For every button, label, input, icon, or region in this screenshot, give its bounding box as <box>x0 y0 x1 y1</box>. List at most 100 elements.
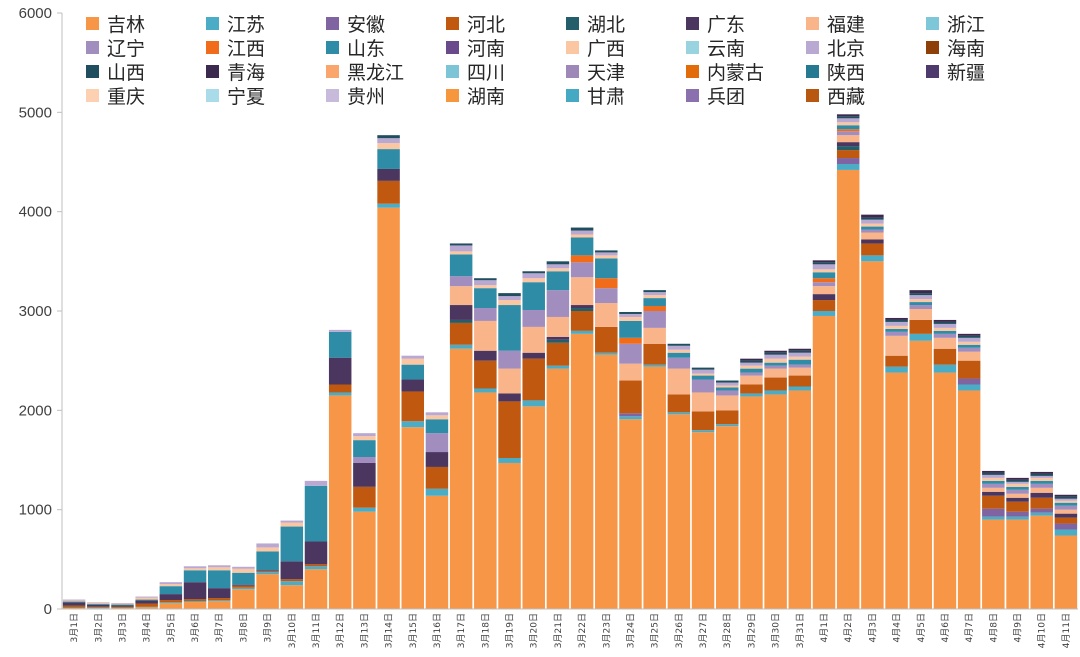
x-tick-label: 4月11日 <box>1061 613 1072 648</box>
bar-segment <box>740 384 763 394</box>
x-tick-label: 3月3日 <box>117 613 128 642</box>
bar-segment <box>812 272 836 279</box>
bar-stack <box>643 290 666 609</box>
bar-stack <box>207 565 231 609</box>
bar-segment <box>111 606 134 608</box>
bar-segment <box>425 412 449 416</box>
bar-segment <box>715 395 739 411</box>
bar-segment <box>377 135 400 139</box>
bar-segment <box>546 271 570 291</box>
bar-segment <box>691 430 715 433</box>
y-tick-label: 4000 <box>19 204 52 221</box>
bar-segment <box>764 358 787 363</box>
bar-segment <box>1006 519 1029 609</box>
bar-segment <box>1054 496 1078 499</box>
x-tick-label: 4月6日 <box>940 613 951 642</box>
bar-segment <box>885 328 908 332</box>
bar-segment <box>957 333 981 336</box>
bar-segment <box>933 323 957 328</box>
bar-segment <box>812 300 836 311</box>
bar-segment <box>546 261 570 265</box>
bar-segment <box>1030 508 1053 513</box>
bar-segment <box>764 350 787 353</box>
bar-segment <box>667 394 691 413</box>
legend-swatch <box>446 41 459 54</box>
bar-segment <box>111 603 134 604</box>
bar-segment <box>570 311 594 331</box>
bar-segment <box>836 158 860 164</box>
bar-segment <box>111 603 134 605</box>
bar-segment <box>135 596 158 598</box>
bar-segment <box>449 245 473 252</box>
bar-stack <box>377 135 400 609</box>
legend-item: 云南 <box>686 38 745 60</box>
bar-segment <box>353 511 376 609</box>
bar-segment <box>740 372 763 376</box>
bar-segment <box>159 582 183 585</box>
bar-segment <box>691 375 715 380</box>
y-tick-label: 6000 <box>19 5 52 22</box>
bar-segment <box>788 367 812 376</box>
bar-stack <box>619 311 642 609</box>
bar-segment <box>715 380 739 383</box>
bar-segment <box>982 474 1005 478</box>
bar-segment <box>570 234 594 238</box>
bar-segment <box>885 355 908 367</box>
bar-segment <box>62 600 86 602</box>
legend-label: 甘肃 <box>587 86 625 108</box>
bar-segment <box>87 602 110 603</box>
legend-swatch <box>926 41 939 54</box>
bar-stack <box>522 271 545 609</box>
bar-segment <box>982 483 1005 488</box>
bar-segment <box>861 239 884 244</box>
x-tick-label: 3月26日 <box>674 613 685 648</box>
bar-segment <box>885 335 908 356</box>
legend-swatch <box>566 17 579 30</box>
x-axis: 3月1日 3月2日 3月3日 3月4日 3月5日 3月6日 3月7日 3月8日 3月9日 3月10… <box>62 608 1078 648</box>
bar-segment <box>764 365 787 369</box>
bar-segment <box>232 585 255 588</box>
bar-segment <box>522 400 545 407</box>
legend-label: 海南 <box>947 38 985 60</box>
bar-segment <box>982 477 1005 481</box>
bar-segment <box>62 605 86 608</box>
legend-swatch <box>326 41 339 54</box>
bar-segment <box>1030 471 1053 474</box>
bar-segment <box>449 322 473 345</box>
legend-item: 湖北 <box>566 14 625 36</box>
bar-stack <box>328 329 352 609</box>
x-tick-label: 3月15日 <box>408 613 419 648</box>
bar-segment <box>522 271 545 274</box>
legend-label: 宁夏 <box>227 86 265 108</box>
bar-segment <box>667 357 691 369</box>
bar-segment <box>1054 529 1078 536</box>
bar-segment <box>304 569 328 609</box>
bar-segment <box>207 570 231 589</box>
x-tick-label: 3月10日 <box>287 613 298 648</box>
y-tick-label: 5000 <box>19 104 52 121</box>
bar-segment <box>1006 486 1029 490</box>
bar-segment <box>328 392 352 396</box>
bar-segment <box>885 331 908 336</box>
bar-segment <box>667 368 691 395</box>
legend-label: 兵团 <box>707 86 745 108</box>
x-tick-label: 3月30日 <box>771 613 782 648</box>
bar-segment <box>256 574 279 609</box>
bar-segment <box>1006 483 1029 487</box>
bar-segment <box>909 293 933 296</box>
legend-item: 福建 <box>806 14 865 36</box>
bar-segment <box>1054 502 1078 506</box>
bar-stack <box>933 319 957 609</box>
bar-segment <box>691 392 715 412</box>
bar-segment <box>836 163 860 170</box>
bar-segment <box>159 603 183 609</box>
legend-item: 新疆 <box>926 62 985 84</box>
legend-swatch <box>446 89 459 102</box>
bar-segment <box>135 606 158 608</box>
y-tick-label: 2000 <box>19 402 52 419</box>
bar-segment <box>1006 493 1029 498</box>
bar-segment <box>619 316 642 321</box>
bar-segment <box>764 352 787 355</box>
bar-segment <box>861 219 884 224</box>
x-tick-label: 3月18日 <box>480 613 491 648</box>
